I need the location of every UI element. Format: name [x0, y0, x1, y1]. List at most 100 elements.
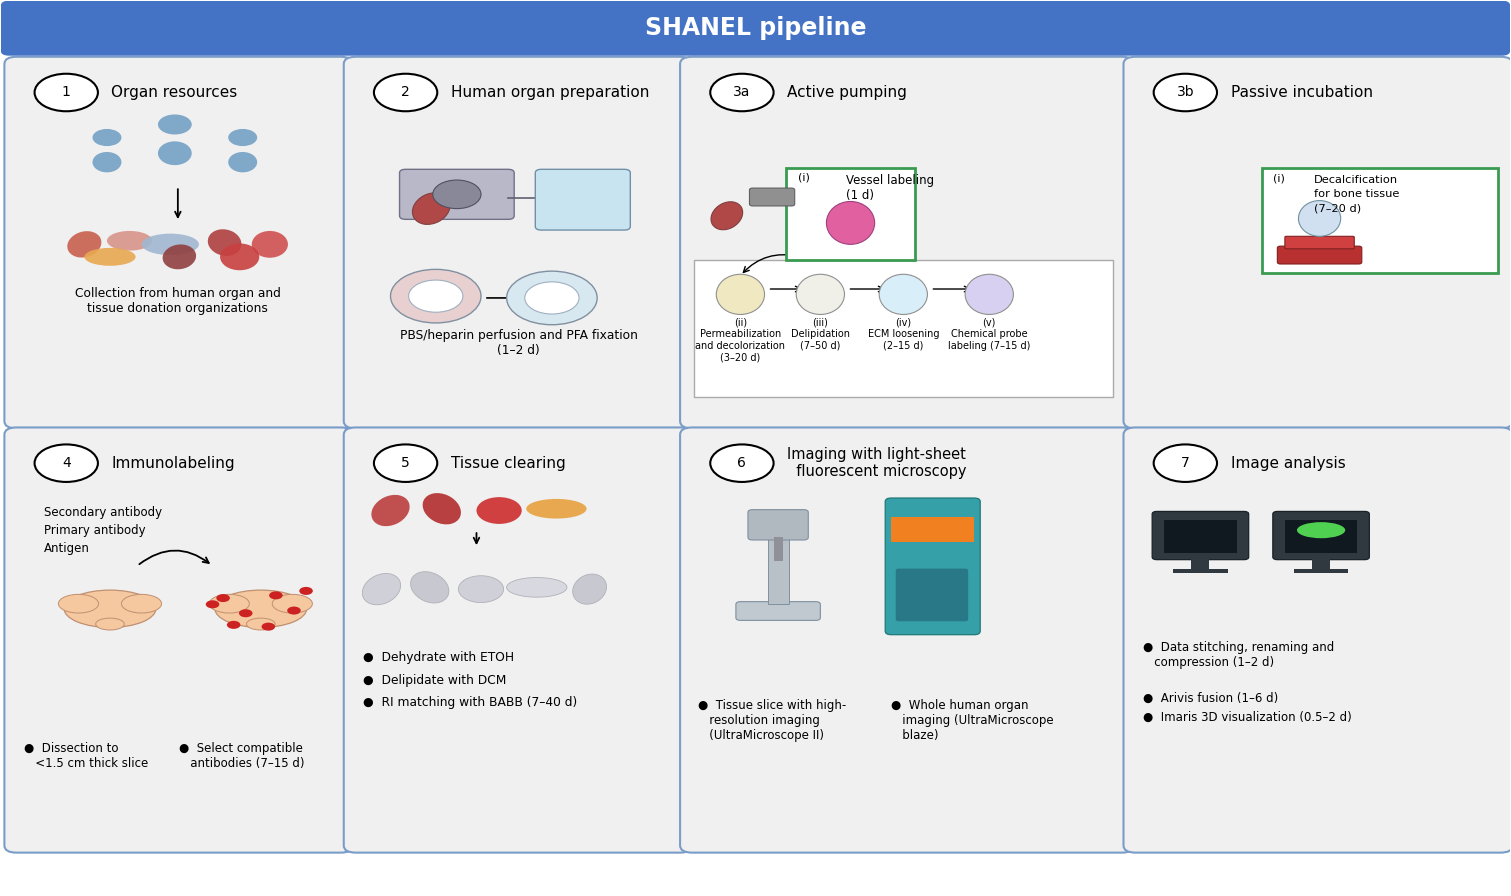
FancyBboxPatch shape: [399, 169, 514, 220]
Ellipse shape: [411, 572, 449, 603]
Text: Secondary antibody: Secondary antibody: [44, 506, 162, 519]
Circle shape: [432, 180, 480, 209]
FancyBboxPatch shape: [748, 510, 808, 540]
Ellipse shape: [163, 245, 196, 270]
Text: Primary antibody: Primary antibody: [44, 523, 145, 537]
FancyBboxPatch shape: [885, 498, 981, 634]
Bar: [1191, 557, 1209, 570]
Ellipse shape: [107, 231, 153, 251]
Ellipse shape: [458, 576, 503, 602]
Circle shape: [287, 607, 301, 615]
FancyBboxPatch shape: [736, 601, 820, 620]
Ellipse shape: [363, 573, 400, 605]
Circle shape: [506, 271, 597, 324]
Text: (i): (i): [798, 172, 810, 183]
Ellipse shape: [712, 202, 743, 229]
Ellipse shape: [1296, 522, 1345, 538]
Circle shape: [710, 444, 774, 482]
Ellipse shape: [716, 274, 765, 314]
FancyBboxPatch shape: [749, 188, 795, 206]
Text: (i): (i): [1272, 173, 1284, 184]
FancyBboxPatch shape: [680, 427, 1135, 853]
Ellipse shape: [209, 594, 249, 613]
Text: Human organ preparation: Human organ preparation: [450, 85, 650, 100]
Text: (v)
Chemical probe
labeling (7–15 d): (v) Chemical probe labeling (7–15 d): [947, 317, 1031, 351]
FancyBboxPatch shape: [1277, 246, 1361, 264]
Text: ●  Arivis fusion (1–6 d): ● Arivis fusion (1–6 d): [1144, 692, 1278, 704]
Text: (iv)
ECM loosening
(2–15 d): (iv) ECM loosening (2–15 d): [867, 317, 938, 351]
FancyBboxPatch shape: [1284, 521, 1357, 553]
Text: ●  Tissue slice with high-
   resolution imaging
   (UltraMicroscope II): ● Tissue slice with high- resolution ima…: [698, 699, 846, 742]
Ellipse shape: [252, 231, 289, 258]
FancyBboxPatch shape: [694, 260, 1114, 397]
Circle shape: [1154, 73, 1216, 111]
Ellipse shape: [1298, 201, 1340, 237]
Text: 3a: 3a: [733, 85, 751, 99]
Text: (7–20 d): (7–20 d): [1313, 203, 1361, 213]
Ellipse shape: [246, 618, 275, 630]
Text: ●  Whole human organ
   imaging (UltraMicroscope
   blaze): ● Whole human organ imaging (UltraMicros…: [891, 699, 1053, 742]
FancyBboxPatch shape: [535, 169, 630, 230]
Text: for bone tissue: for bone tissue: [1313, 189, 1399, 199]
Ellipse shape: [526, 499, 586, 519]
Ellipse shape: [423, 493, 461, 524]
Text: Antigen: Antigen: [44, 541, 89, 555]
FancyBboxPatch shape: [345, 427, 692, 853]
FancyBboxPatch shape: [345, 56, 692, 428]
Text: (1 d): (1 d): [846, 189, 873, 202]
Circle shape: [1154, 444, 1216, 482]
FancyBboxPatch shape: [896, 569, 969, 621]
Circle shape: [299, 587, 313, 595]
Ellipse shape: [92, 152, 121, 172]
Ellipse shape: [85, 248, 136, 266]
Text: Active pumping: Active pumping: [787, 85, 907, 100]
Ellipse shape: [68, 231, 101, 257]
Text: 3b: 3b: [1177, 85, 1194, 99]
Circle shape: [269, 591, 283, 599]
Text: Vessel labeling: Vessel labeling: [846, 174, 934, 186]
FancyBboxPatch shape: [680, 56, 1135, 428]
Text: Collection from human organ and
tissue donation organizations: Collection from human organ and tissue d…: [76, 287, 281, 314]
Ellipse shape: [209, 229, 242, 256]
Circle shape: [524, 282, 579, 314]
Ellipse shape: [413, 193, 450, 224]
Text: 7: 7: [1182, 456, 1189, 470]
Ellipse shape: [476, 497, 521, 524]
FancyBboxPatch shape: [1262, 168, 1497, 273]
Ellipse shape: [95, 618, 124, 630]
Circle shape: [205, 600, 219, 608]
Ellipse shape: [966, 274, 1014, 314]
FancyBboxPatch shape: [5, 56, 352, 428]
FancyBboxPatch shape: [1153, 512, 1248, 560]
Ellipse shape: [215, 590, 307, 627]
Circle shape: [408, 280, 462, 312]
Bar: [774, 538, 783, 561]
Ellipse shape: [121, 594, 162, 613]
Text: SHANEL pipeline: SHANEL pipeline: [645, 16, 866, 40]
Text: 2: 2: [402, 85, 409, 99]
Text: ●  Data stitching, renaming and
   compression (1–2 d): ● Data stitching, renaming and compressi…: [1144, 642, 1334, 669]
Circle shape: [228, 129, 257, 146]
Circle shape: [92, 129, 121, 146]
Ellipse shape: [272, 594, 313, 613]
Text: 4: 4: [62, 456, 71, 470]
FancyBboxPatch shape: [1124, 427, 1511, 853]
Text: ●  RI matching with BABB (7–40 d): ● RI matching with BABB (7–40 d): [363, 696, 577, 709]
Ellipse shape: [159, 142, 192, 165]
FancyBboxPatch shape: [1272, 512, 1369, 560]
Ellipse shape: [228, 152, 257, 172]
Bar: [891, 517, 975, 542]
Circle shape: [390, 270, 480, 323]
FancyBboxPatch shape: [1284, 237, 1354, 249]
Ellipse shape: [372, 495, 409, 526]
Text: Organ resources: Organ resources: [112, 85, 237, 100]
Circle shape: [373, 444, 437, 482]
Ellipse shape: [63, 590, 156, 627]
Text: PBS/heparin perfusion and PFA fixation
(1–2 d): PBS/heparin perfusion and PFA fixation (…: [400, 329, 638, 357]
FancyBboxPatch shape: [786, 168, 916, 260]
Text: 5: 5: [402, 456, 409, 470]
Circle shape: [239, 609, 252, 617]
FancyBboxPatch shape: [1124, 56, 1511, 428]
Text: Imaging with light-sheet
  fluorescent microscopy: Imaging with light-sheet fluorescent mic…: [787, 447, 967, 479]
FancyBboxPatch shape: [5, 427, 352, 853]
